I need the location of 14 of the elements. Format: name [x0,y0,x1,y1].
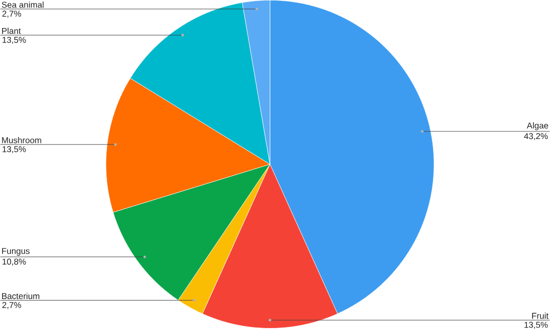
slice-label: Bacterium [2,292,40,299]
slice-label: Plant [2,27,21,34]
data-label: 2,7% [2,10,22,18]
data-label: 43,2% [524,132,548,140]
slice-label: Mushroom [2,136,42,144]
data-label: 13,5% [2,146,26,154]
slice-label: Sea animal [2,1,44,8]
data-label: 2,7% [2,302,22,309]
slice-label: Fruit [532,312,548,319]
data-label: 10,8% [2,258,26,266]
data-label: 13,5% [524,322,548,329]
slice-label: Algae [526,122,548,130]
slice-label: Fungus [2,248,30,256]
data-label: 13,5% [2,36,26,44]
